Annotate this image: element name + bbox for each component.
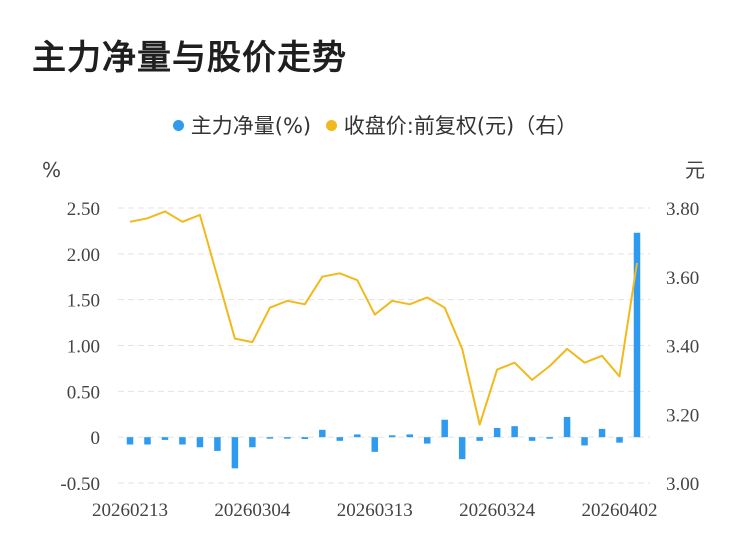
line-layer — [129, 210, 638, 426]
left-tick-label: 2.00 — [67, 245, 100, 266]
legend-swatch-net-flow — [172, 119, 184, 131]
net-flow-bar — [214, 437, 221, 451]
left-tick-label: -0.50 — [60, 474, 100, 495]
chart-title: 主力净量与股价走势 — [32, 38, 347, 78]
grid-layer — [118, 207, 650, 484]
right-tick-label: 3.80 — [666, 199, 699, 220]
net-flow-bar — [458, 437, 466, 460]
net-flow-bar — [388, 435, 396, 438]
left-tick-label: 0 — [91, 428, 101, 449]
x-tick-label: 20260324 — [459, 500, 536, 521]
net-flow-bar — [231, 437, 239, 469]
right-tick-label: 3.40 — [666, 337, 699, 358]
net-flow-bar — [126, 437, 134, 445]
legend-label-close-price: 收盘价:前复权(元)（右） — [343, 114, 578, 138]
right-tick-label: 3.00 — [666, 474, 699, 495]
net-flow-bar — [266, 437, 274, 439]
legend-item-close-price[interactable]: 收盘价:前复权(元)（右） — [325, 110, 578, 140]
bar-layer — [126, 232, 641, 469]
net-flow-bar — [196, 437, 204, 448]
net-flow-bar — [476, 437, 483, 441]
net-flow-bar — [336, 437, 344, 441]
net-flow-bar — [319, 429, 326, 438]
net-flow-bar — [354, 434, 361, 438]
net-flow-bar — [161, 437, 169, 440]
net-flow-bar — [179, 437, 186, 445]
close-price-line — [129, 210, 638, 426]
x-tick-label: 20260304 — [214, 500, 291, 521]
legend-item-net-flow[interactable]: 主力净量(%) — [172, 110, 312, 140]
net-flow-bar — [563, 417, 571, 438]
right-axis-unit: 元 — [685, 158, 705, 182]
net-flow-bar — [406, 434, 413, 438]
axis-layer: 2.50 2.00 1.50 1.00 0.50 0 -0.50 3.80 3.60 3.40 3.… — [42, 158, 705, 521]
left-tick-label: 2.50 — [67, 199, 100, 220]
net-flow-bar — [528, 437, 536, 441]
net-flow-bar — [284, 437, 291, 439]
legend-label-net-flow: 主力净量(%) — [190, 114, 312, 138]
left-tick-label: 1.00 — [67, 337, 100, 358]
net-flow-bar — [598, 428, 606, 438]
net-flow-bar — [301, 437, 309, 439]
net-flow-bar — [493, 428, 501, 438]
net-flow-bar — [546, 437, 553, 439]
left-tick-label: 1.50 — [67, 291, 100, 312]
x-tick-label: 20260213 — [92, 500, 168, 521]
net-flow-bar — [616, 437, 623, 443]
net-flow-bar — [423, 437, 431, 444]
net-flow-bar — [441, 419, 448, 438]
x-tick-label: 20260313 — [337, 500, 413, 521]
left-tick-label: 0.50 — [67, 382, 100, 403]
net-flow-bar — [144, 437, 151, 445]
right-tick-label: 3.60 — [666, 268, 699, 289]
right-tick-label: 3.20 — [666, 405, 699, 426]
net-flow-bar — [249, 437, 256, 448]
net-flow-bar — [511, 426, 518, 438]
net-flow-bar — [581, 437, 588, 446]
left-axis-unit: % — [42, 158, 61, 182]
x-tick-label: 20260402 — [582, 500, 658, 521]
legend-swatch-close-price — [325, 119, 337, 131]
legend: 主力净量(%) 收盘价:前复权(元)（右） — [0, 110, 750, 140]
net-flow-bar — [633, 232, 641, 438]
net-flow-bar — [371, 437, 379, 452]
